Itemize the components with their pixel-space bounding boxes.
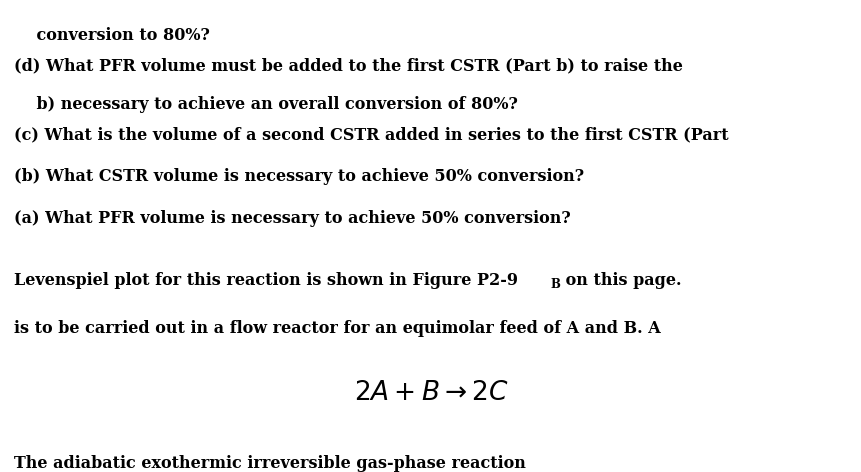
- Text: Levenspiel plot for this reaction is shown in Figure P2-9: Levenspiel plot for this reaction is sho…: [14, 272, 517, 289]
- Text: is to be carried out in a flow reactor for an equimolar feed of A and B. A: is to be carried out in a flow reactor f…: [14, 320, 660, 337]
- Text: on this page.: on this page.: [560, 272, 681, 289]
- Text: conversion to 80%?: conversion to 80%?: [14, 27, 209, 44]
- Text: (d) What PFR volume must be added to the first CSTR (Part b) to raise the: (d) What PFR volume must be added to the…: [14, 57, 682, 74]
- Text: $2A+B\rightarrow 2C$: $2A+B\rightarrow 2C$: [353, 380, 508, 405]
- Text: (c) What is the volume of a second CSTR added in series to the first CSTR (Part: (c) What is the volume of a second CSTR …: [14, 126, 728, 143]
- Text: (a) What PFR volume is necessary to achieve 50% conversion?: (a) What PFR volume is necessary to achi…: [14, 210, 570, 227]
- Text: b) necessary to achieve an overall conversion of 80%?: b) necessary to achieve an overall conve…: [14, 96, 517, 113]
- Text: (b) What CSTR volume is necessary to achieve 50% conversion?: (b) What CSTR volume is necessary to ach…: [14, 168, 584, 185]
- Text: B: B: [549, 278, 560, 291]
- Text: The adiabatic exothermic irreversible gas-phase reaction: The adiabatic exothermic irreversible ga…: [14, 455, 525, 472]
